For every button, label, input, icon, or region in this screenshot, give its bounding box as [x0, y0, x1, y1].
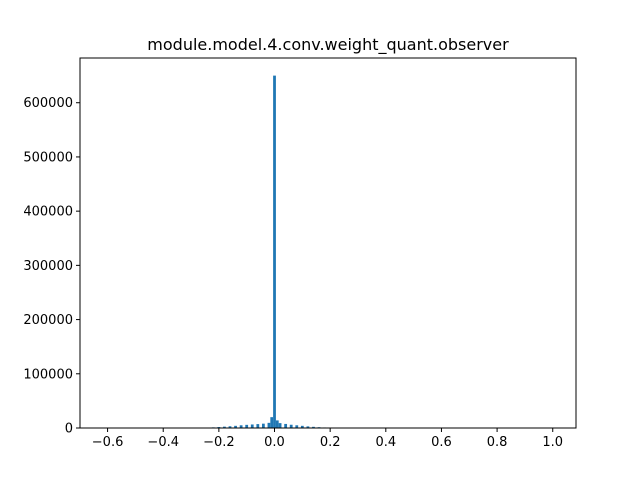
histogram-bar [234, 425, 237, 428]
x-tick-label: −0.6 [92, 435, 124, 450]
histogram-bar [250, 424, 254, 428]
histogram-bar [273, 75, 276, 428]
plot-frame [79, 57, 577, 429]
y-axis: 0 100000 200000 300000 400000 500000 600000 [23, 96, 80, 437]
chart-title: module.model.4.conv.weight_quant.observe… [147, 35, 509, 55]
y-tick-label: 500000 [23, 150, 73, 165]
histogram-bar [228, 426, 232, 428]
histogram-bar [300, 425, 304, 428]
histogram-bars [106, 75, 555, 428]
y-tick-label: 400000 [23, 205, 73, 220]
x-tick-label: 0.0 [264, 435, 285, 450]
histogram-bar [289, 424, 293, 428]
histogram-bar [284, 423, 288, 428]
histogram-bar [275, 420, 279, 428]
y-tick-label: 200000 [23, 313, 73, 328]
x-tick-label: 0.6 [431, 435, 452, 450]
x-axis: −0.6 −0.4 −0.2 0.0 0.2 0.4 0.6 0.8 1.0 [92, 428, 563, 450]
histogram-bar [239, 425, 243, 428]
y-tick-label: 300000 [23, 259, 73, 274]
x-tick-label: 1.0 [542, 435, 563, 450]
y-tick-label: 0 [65, 422, 73, 437]
histogram-bar [270, 417, 274, 428]
x-tick-label: 0.4 [375, 435, 396, 450]
x-tick-label: 0.8 [487, 435, 508, 450]
x-tick-label: −0.4 [147, 435, 179, 450]
histogram-bar [306, 426, 310, 428]
histogram-bar [261, 423, 265, 428]
histogram-bar [267, 422, 271, 428]
histogram-bar [312, 426, 315, 428]
x-tick-label: 0.2 [320, 435, 341, 450]
y-tick-label: 100000 [23, 367, 73, 382]
histogram-bar [245, 424, 249, 428]
histogram-bar [256, 424, 260, 428]
histogram-bar [295, 425, 299, 428]
x-tick-label: −0.2 [203, 435, 235, 450]
histogram-bar [278, 423, 282, 428]
histogram-bar [223, 426, 226, 428]
y-tick-label: 600000 [23, 96, 73, 111]
